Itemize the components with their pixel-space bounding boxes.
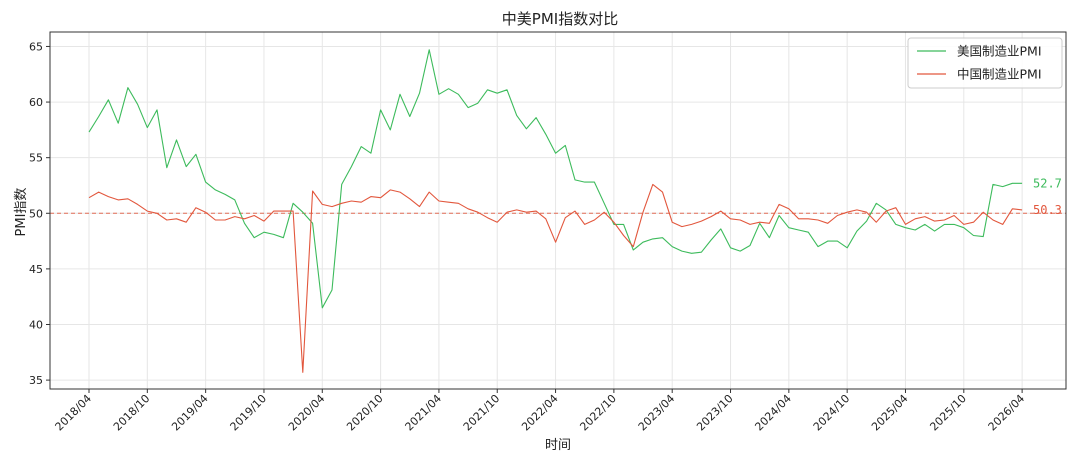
x-tick-label: 2026/04 — [986, 392, 1028, 434]
x-tick-label: 2018/10 — [111, 392, 153, 434]
x-tick-label: 2021/04 — [403, 392, 445, 434]
x-tick-label: 2024/10 — [811, 392, 853, 434]
x-tick-label: 2022/04 — [519, 392, 561, 434]
series-line-us — [88, 49, 1023, 309]
x-tick-label: 2019/04 — [169, 392, 211, 434]
x-tick-label: 2025/04 — [869, 392, 911, 434]
y-tick-label: 35 — [29, 374, 43, 387]
legend-box — [907, 37, 1063, 89]
legend: 美国制造业PMI 中国制造业PMI — [907, 37, 1063, 89]
legend-label-us: 美国制造业PMI — [957, 44, 1042, 59]
series-lines — [88, 49, 1023, 373]
x-tick-label: 2022/10 — [577, 392, 619, 434]
end-label-us: 52.7 — [1033, 176, 1062, 190]
x-tick-label: 2025/10 — [927, 392, 969, 434]
y-axis: 35 40 45 50 55 60 65 — [29, 40, 50, 387]
plot-frame — [49, 31, 1067, 390]
y-tick-label: 45 — [29, 263, 43, 276]
x-tick-label: 2019/10 — [228, 392, 270, 434]
grid-lines — [50, 32, 1066, 389]
y-axis-label: PMI指数 — [14, 188, 29, 237]
x-tick-label: 2024/04 — [752, 392, 794, 434]
x-axis-label: 时间 — [545, 438, 571, 453]
end-label-cn: 50.3 — [1033, 203, 1062, 217]
x-tick-label: 2023/10 — [694, 392, 736, 434]
y-tick-label: 60 — [29, 96, 43, 109]
x-tick-label: 2020/04 — [286, 392, 328, 434]
y-tick-label: 50 — [29, 207, 43, 220]
x-tick-label: 2018/04 — [53, 392, 95, 434]
series-line-cn — [88, 183, 1023, 373]
x-tick-label: 2023/04 — [636, 392, 678, 434]
y-tick-label: 40 — [29, 318, 43, 331]
y-tick-label: 55 — [29, 152, 43, 165]
chart-title: 中美PMI指数对比 — [502, 10, 618, 28]
y-tick-label: 65 — [29, 40, 43, 53]
x-axis: 2018/04 2018/10 2019/04 2019/10 2020/04 2020/… — [53, 389, 1028, 434]
x-tick-label: 2021/10 — [461, 392, 503, 434]
legend-label-cn: 中国制造业PMI — [957, 67, 1042, 82]
x-tick-label: 2020/10 — [344, 392, 386, 434]
end-value-labels: 52.7 50.3 — [1033, 176, 1062, 217]
